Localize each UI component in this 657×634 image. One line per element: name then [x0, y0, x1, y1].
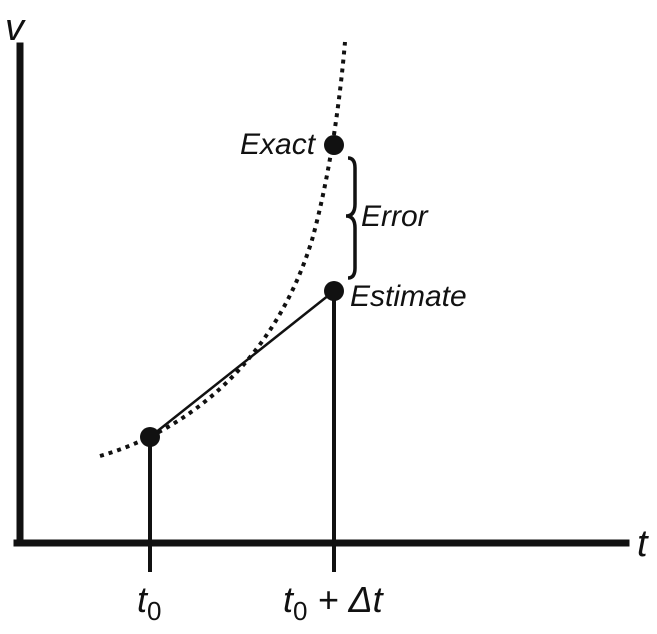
- tick-t1-rest: + Δt: [307, 579, 384, 620]
- start-point: [140, 427, 160, 447]
- error-bracket: [345, 156, 357, 280]
- tick-label-t0: t0: [137, 579, 161, 626]
- tick-t1-sub: 0: [293, 596, 307, 626]
- x-axis-label: t: [637, 523, 649, 565]
- tick-label-t0-plus-dt: t0 + Δt: [283, 579, 385, 626]
- estimate-label: Estimate: [350, 280, 467, 313]
- tick-t1-main: t: [283, 579, 295, 620]
- tick-t0-main: t: [137, 579, 149, 620]
- tick-t0-sub: 0: [147, 596, 161, 626]
- exact-solution-curve: [99, 41, 347, 458]
- exact-point: [324, 135, 344, 155]
- estimate-point: [324, 281, 344, 301]
- error-label: Error: [361, 200, 429, 233]
- y-axis-label: v: [5, 7, 26, 49]
- exact-label: Exact: [240, 128, 317, 161]
- estimate-step-line: [149, 290, 335, 438]
